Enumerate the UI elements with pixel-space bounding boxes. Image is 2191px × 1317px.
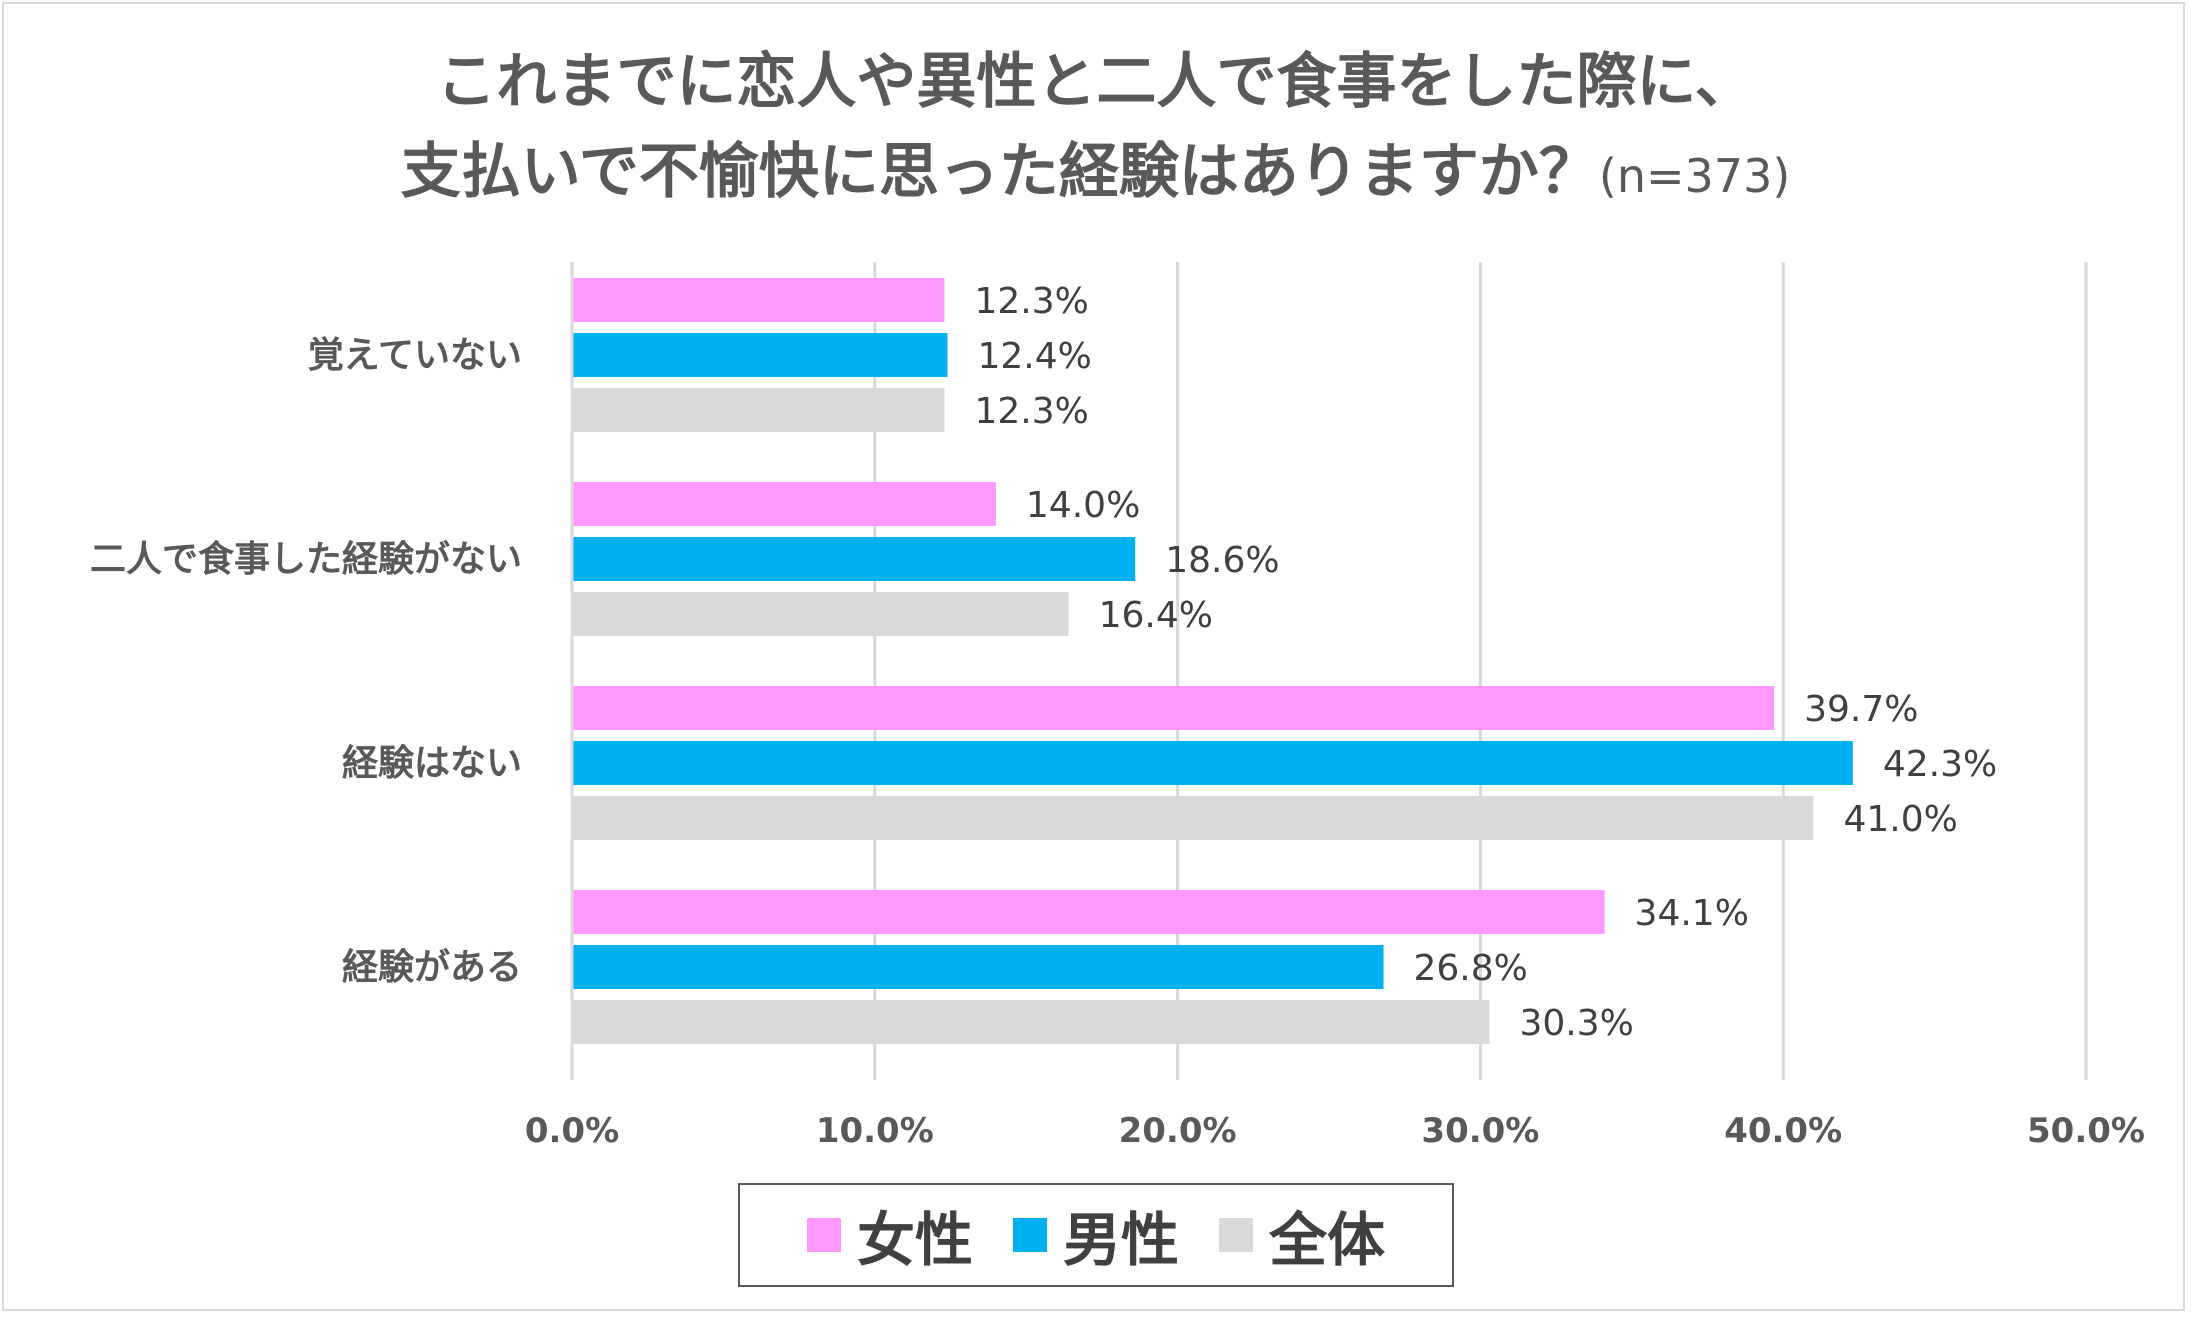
data-label: 16.4%: [1099, 595, 1213, 636]
bar: [572, 537, 1136, 581]
category-label: 経験はない: [342, 743, 522, 784]
legend-swatch: [1219, 1218, 1253, 1252]
legend-swatch: [806, 1218, 841, 1252]
data-label: 39.7%: [1804, 689, 1918, 730]
chart-legend: 女性 男性 全体: [738, 1183, 1454, 1287]
bar: [572, 592, 1069, 636]
bar: [572, 741, 1853, 785]
bar: [572, 686, 1775, 730]
data-label: 26.8%: [1414, 948, 1528, 989]
data-label: 42.3%: [1883, 744, 1997, 785]
bar: [572, 945, 1384, 989]
x-tick-label: 10.0%: [816, 1111, 934, 1151]
chart-title-line2-text: 支払いで不愉快に思った経験はありますか？: [400, 137, 1599, 207]
bar: [572, 482, 996, 526]
bar: [572, 278, 945, 322]
data-label: 12.4%: [977, 336, 1091, 377]
x-tick-label: 0.0%: [525, 1111, 619, 1151]
sample-size-label: (n=373): [1598, 149, 1791, 203]
data-label: 18.6%: [1165, 540, 1279, 581]
data-label: 12.3%: [974, 391, 1088, 432]
category-label: 覚えていない: [308, 335, 522, 376]
data-label: 12.3%: [974, 281, 1088, 322]
legend-label: 女性: [856, 1206, 973, 1274]
bar: [572, 796, 1814, 840]
bar: [572, 1000, 1490, 1044]
bar: [572, 890, 1605, 934]
chart-title-line2: 支払いで不愉快に思った経験はありますか？(n=373): [0, 132, 2191, 216]
legend-item: 女性: [806, 1193, 973, 1277]
legend-swatch: [1012, 1218, 1047, 1252]
bar: [572, 388, 945, 432]
chart-title-line1: これまでに恋人や異性と二人で食事をした際に、: [436, 47, 1755, 117]
legend-label: 全体: [1269, 1206, 1386, 1274]
legend-item: 男性: [1012, 1193, 1179, 1277]
x-tick-label: 50.0%: [2027, 1111, 2145, 1151]
category-label: 経験がある: [342, 947, 522, 988]
data-label: 30.3%: [1519, 1003, 1633, 1044]
x-tick-label: 20.0%: [1119, 1111, 1237, 1151]
x-tick-label: 40.0%: [1724, 1111, 1842, 1151]
legend-item: 全体: [1219, 1193, 1385, 1277]
data-label: 14.0%: [1026, 485, 1140, 526]
bar: [572, 333, 948, 377]
category-label: 二人で食事した経験がない: [90, 539, 522, 580]
data-label: 41.0%: [1843, 799, 1957, 840]
legend-label: 男性: [1062, 1206, 1179, 1274]
data-label: 34.1%: [1635, 893, 1749, 934]
x-tick-label: 30.0%: [1421, 1111, 1539, 1151]
